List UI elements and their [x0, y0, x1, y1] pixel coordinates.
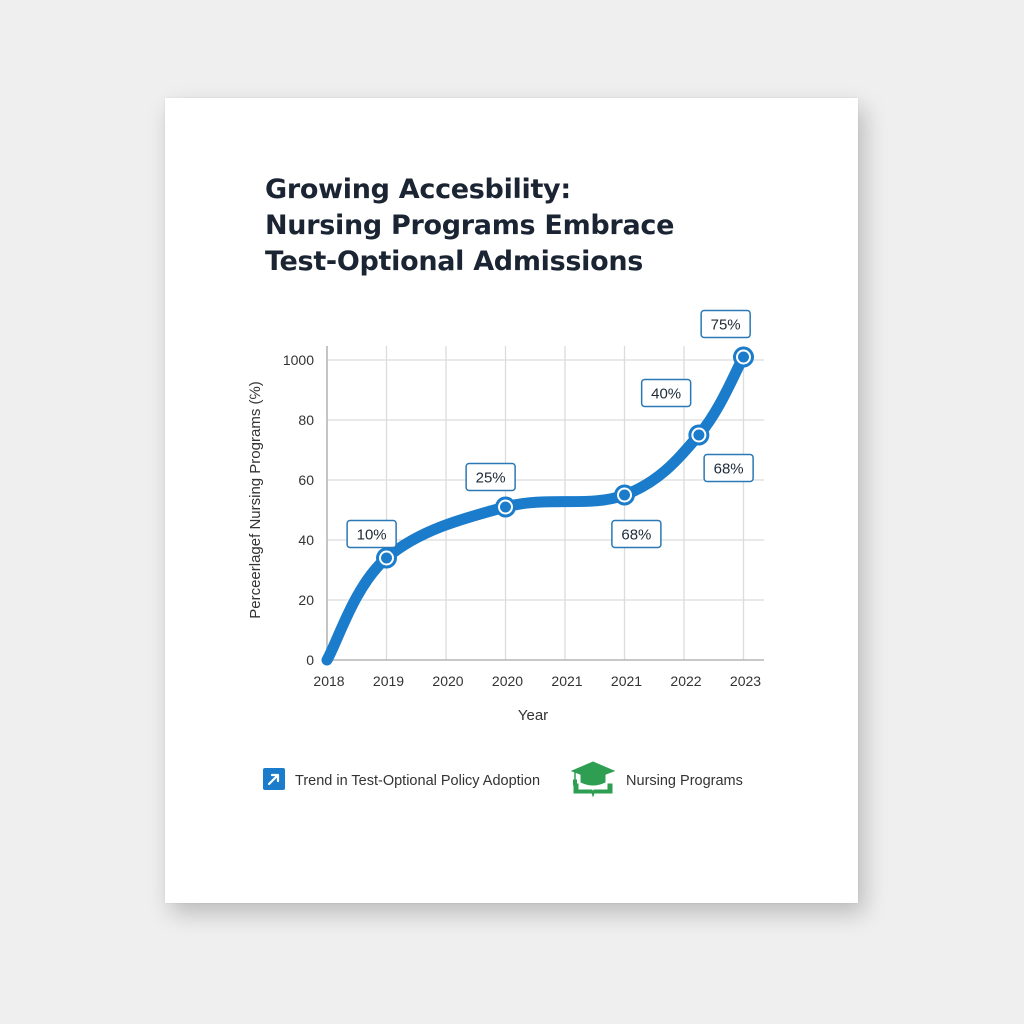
data-label: 10%	[346, 519, 397, 549]
x-tick-label: 2019	[373, 673, 404, 689]
title-line-1: Growing Accesbility:	[265, 174, 571, 205]
data-labels: 10% 25% 68% 40% 68% 75%	[346, 309, 754, 549]
grid-lines	[327, 346, 764, 660]
legend: Trend in Test-Optional Policy Adoption N…	[263, 760, 743, 802]
data-label-box	[640, 378, 692, 408]
y-tick-label: 80	[298, 412, 314, 428]
data-label: 25%	[465, 462, 516, 492]
y-tick-label: 60	[298, 472, 314, 488]
data-label-box	[611, 519, 662, 549]
data-label: 75%	[700, 309, 751, 339]
data-label: 68%	[703, 453, 754, 483]
x-axis-title: Year	[518, 707, 548, 724]
chart-title: Growing Accesbility: Nursing Programs Em…	[265, 172, 825, 280]
data-label-box	[700, 309, 751, 339]
title-line-2: Nursing Programs Embrace	[265, 210, 675, 241]
y-tick-label: 1000	[283, 352, 314, 368]
data-label-text: 68%	[621, 527, 651, 544]
legend-item-trend: Trend in Test-Optional Policy Adoption	[263, 768, 540, 794]
x-tick-labels: 2018 2019 2020 2020 2021 2021 2022 2023	[313, 673, 761, 689]
x-tick-label: 2022	[670, 673, 701, 689]
marker-core	[381, 552, 392, 564]
x-tick-label: 2018	[313, 673, 344, 689]
marker-core	[619, 489, 630, 501]
trend-arrow-icon	[263, 768, 285, 794]
x-tick-label: 2021	[551, 673, 582, 689]
axes	[326, 346, 764, 661]
graduation-cap-book-icon	[570, 760, 616, 802]
x-tick-label: 2023	[730, 673, 761, 689]
data-label-text: 68%	[714, 461, 744, 478]
series-markers	[376, 346, 754, 569]
marker-core	[693, 429, 705, 441]
y-axis-title: Perceerlagef Nursing Programs (℅)	[247, 381, 264, 619]
y-tick-labels: 0 20 40 60 80 1000	[283, 352, 314, 668]
data-point-marker	[495, 496, 516, 518]
x-tick-label: 2020	[492, 673, 523, 689]
data-label-box	[465, 462, 516, 492]
legend-label-trend: Trend in Test-Optional Policy Adoption	[295, 773, 541, 789]
y-tick-label: 20	[298, 592, 314, 608]
x-tick-label: 2020	[432, 673, 463, 689]
x-tick-label: 2021	[611, 673, 642, 689]
data-point-marker	[733, 346, 754, 368]
marker-core	[738, 351, 749, 363]
legend-label-nursing: Nursing Programs	[626, 773, 743, 789]
y-tick-label: 40	[298, 532, 314, 548]
data-label-text: 75%	[711, 317, 741, 334]
data-point-marker	[688, 424, 710, 446]
data-label-text: 40%	[651, 386, 681, 403]
title-line-3: Test-Optional Admissions	[265, 246, 644, 277]
data-point-marker	[614, 484, 635, 506]
data-point-marker	[376, 547, 397, 569]
data-label-box	[346, 519, 397, 549]
legend-item-nursing: Nursing Programs	[570, 760, 743, 802]
data-label-box	[703, 453, 754, 483]
marker-core	[500, 501, 511, 513]
data-label: 68%	[611, 519, 662, 549]
data-label-text: 10%	[357, 527, 387, 544]
data-label: 40%	[640, 378, 692, 408]
data-label-text: 25%	[476, 470, 506, 487]
y-tick-label: 0	[306, 652, 314, 668]
